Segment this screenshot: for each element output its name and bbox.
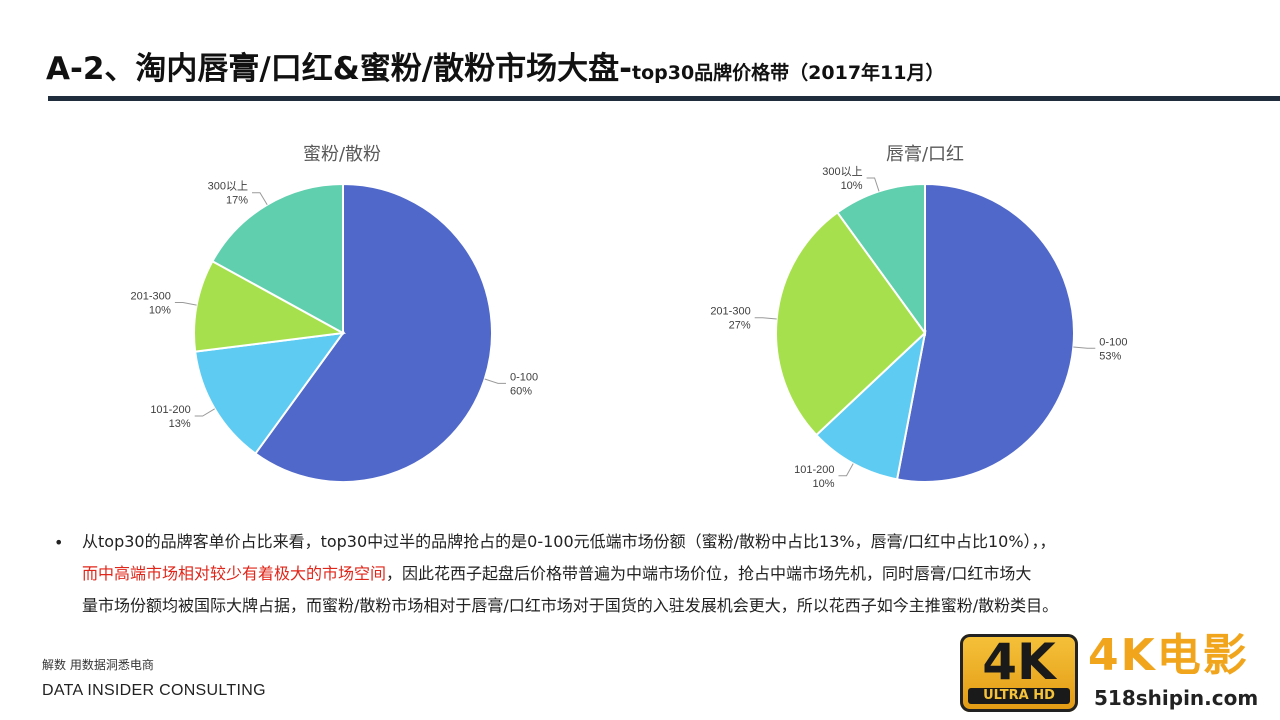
bullet-line-3: 量市场份额均被国际大牌占据，而蜜粉/散粉市场相对于唇膏/口红市场对于国货的入驻发… [82, 596, 1059, 615]
slide-title: A-2、淘内唇膏/口红&蜜粉/散粉市场大盘-top30品牌价格带（2017年11… [46, 50, 944, 93]
powder-leader-101-200 [194, 408, 215, 417]
powder-title: 蜜粉/散粉 [303, 144, 381, 165]
lipstick-label-0-100: 0-100 [1099, 336, 1127, 348]
powder-pct-0-100: 60% [510, 385, 532, 397]
lipstick-slice-0-100 [895, 182, 1075, 483]
watermark-title: 4K电影 [1088, 630, 1249, 681]
footer-tagline: 解数 用数据洞悉电商 [42, 658, 154, 672]
watermark-badge-small: ULTRA HD [968, 688, 1070, 704]
powder-pct-300以上: 17% [226, 195, 248, 207]
powder-label-300以上: 300以上 [208, 180, 248, 193]
lipstick-slice-201-300 [775, 211, 927, 437]
powder-label-0-100: 0-100 [510, 371, 538, 383]
powder-slice-201-300 [192, 259, 347, 353]
powder-leader-300以上 [252, 192, 268, 205]
powder-leader-201-300 [174, 302, 197, 306]
lipstick-label-300以上: 300以上 [822, 165, 862, 178]
lipstick-label-201-300: 201-300 [710, 306, 750, 318]
bullet-dot: • [54, 533, 64, 552]
watermark-badge-big: 4K [982, 633, 1056, 691]
lipstick-label-101-200: 101-200 [794, 464, 834, 476]
bullet-highlight: 而中高端市场相对较少有着极大的市场空间 [82, 564, 387, 583]
lipstick-pct-0-100: 53% [1099, 350, 1121, 362]
bullet-line-2: 而中高端市场相对较少有着极大的市场空间，因此花西子起盘后价格带普遍为中端市场价位… [82, 558, 1222, 590]
lipstick-pct-201-300: 27% [729, 320, 751, 332]
powder-slice-300以上 [211, 182, 344, 335]
title-divider [48, 96, 1280, 101]
lipstick-leader-101-200 [838, 463, 854, 477]
slide-title-main: A-2、淘内唇膏/口红&蜜粉/散粉市场大盘- [46, 51, 632, 87]
lipstick-leader-300以上 [866, 177, 880, 192]
lipstick-slice-101-200 [814, 330, 927, 481]
powder-slice-101-200 [194, 331, 346, 455]
watermark-badge: 4K ULTRA HD [960, 634, 1078, 712]
bullet-line-2-rest: ，因此花西子起盘后价格带普遍为中端市场价位，抢占中端市场先机，同时唇膏/口红市场… [386, 564, 1032, 583]
powder-label-101-200: 101-200 [150, 404, 190, 416]
lipstick-pct-300以上: 10% [841, 180, 863, 192]
lipstick-pct-101-200: 10% [812, 478, 834, 490]
lipstick-title: 唇膏/口红 [886, 143, 964, 165]
powder-pct-201-300: 10% [149, 305, 171, 317]
powder-label-201-300: 201-300 [131, 291, 171, 303]
bullet-text: 从top30的品牌客单价占比来看，top30中过半的品牌抢占的是0-100元低端… [82, 526, 1222, 622]
bullet-line-1: 从top30的品牌客单价占比来看，top30中过半的品牌抢占的是0-100元低端… [82, 532, 1056, 551]
pie-chart-lipstick-svg: 唇膏/口红 0-100 53% 101-200 10% 201-300 27% 300以上 10… [710, 143, 1127, 490]
footer-company: DATA INSIDER CONSULTING [42, 682, 266, 699]
pie-chart-powder-svg: 蜜粉/散粉 0-100 60% 101-200 13% 201-300 10% 300以上 17… [131, 144, 538, 483]
pie-chart-powder: 蜜粉/散粉 0-100 60% 101-200 13% 201-300 10% 300以上 17… [100, 130, 600, 510]
pie-chart-lipstick: 唇膏/口红 0-100 53% 101-200 10% 201-300 27% 300以上 10… [680, 130, 1200, 510]
watermark-url: 518shipin.com [1094, 686, 1259, 710]
slide-title-sub: top30品牌价格带（2017年11月） [631, 62, 945, 84]
lipstick-leader-201-300 [754, 317, 777, 320]
lipstick-leader-0-100 [1073, 346, 1096, 349]
powder-leader-0-100 [484, 378, 506, 384]
powder-pct-101-200: 13% [169, 418, 191, 430]
